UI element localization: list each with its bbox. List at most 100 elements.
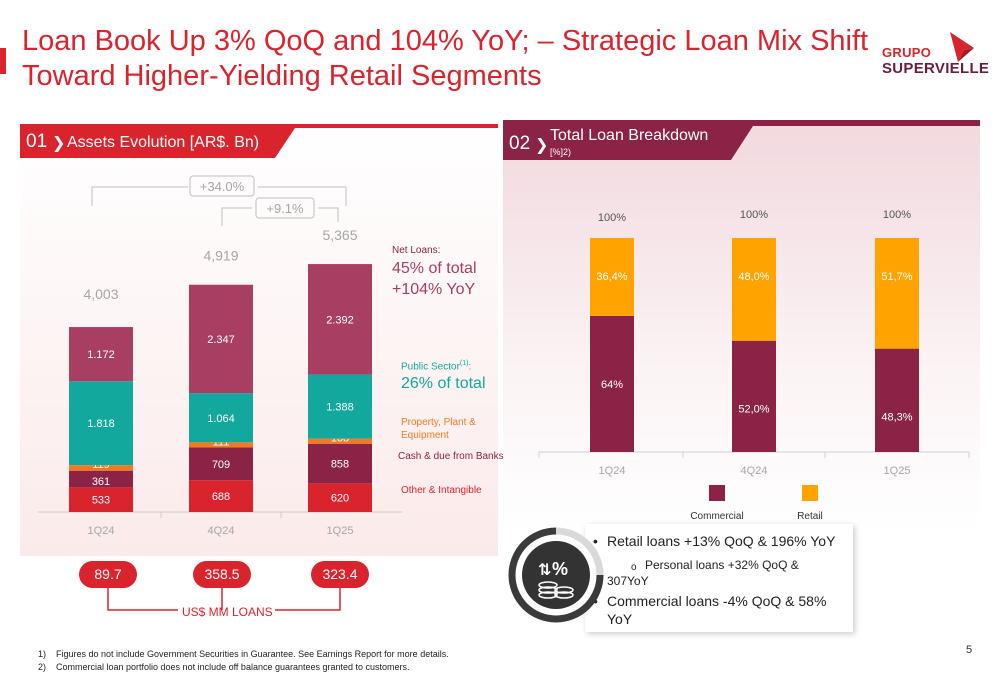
assets-stacked-bar-chart: 5333611191.8181.1724,0031Q246887091111.0… bbox=[38, 175, 402, 537]
company-logo: GRUPO SUPERVIELLE bbox=[880, 30, 990, 82]
bar-segment-retail bbox=[875, 238, 919, 349]
bar-value-label: 1.818 bbox=[87, 418, 115, 430]
sub-bullet-marker: o bbox=[631, 562, 637, 573]
public-sector-share: 26% of total bbox=[401, 375, 486, 392]
bar-value-label: 858 bbox=[331, 459, 349, 471]
legend-swatch-commercial bbox=[709, 485, 725, 501]
chevron-right-icon: ❯ bbox=[535, 137, 549, 154]
chevron-right-icon: ❯ bbox=[52, 135, 66, 152]
bar-value-label: 1.064 bbox=[207, 413, 235, 425]
personal-loans-line1: Personal loans +32% QoQ & bbox=[645, 558, 799, 572]
retail-loans-bullet: Retail loans +13% QoQ & 196% YoY bbox=[607, 533, 836, 549]
bar-value-label: 2.392 bbox=[326, 314, 354, 326]
usd-loans-4q24: 358.5 bbox=[193, 561, 251, 588]
bar-total-label: 5,365 bbox=[322, 227, 357, 243]
bar-value-label: 64% bbox=[601, 379, 623, 391]
footnote-2: 2) Commercial loan portfolio does not inc… bbox=[38, 662, 410, 672]
net-loans-growth: +104% YoY bbox=[392, 281, 476, 298]
bar-segment-other-intangible bbox=[69, 487, 133, 512]
usd-connector-lines bbox=[107, 588, 341, 611]
legend-label-retail: Retail bbox=[797, 511, 823, 522]
commercial-loans-line2: YoY bbox=[607, 611, 633, 627]
bar-segment-cash-due-from-banks bbox=[308, 443, 372, 484]
bar-segment-public-sector bbox=[308, 374, 372, 439]
bar-value-label: 36,4% bbox=[596, 271, 627, 283]
public-sector-label: Public Sector(1): bbox=[401, 360, 472, 373]
yoy-growth-box bbox=[189, 175, 255, 197]
other-intangible-label: Other & Intangible bbox=[401, 485, 482, 496]
bar-segment-net-loans bbox=[69, 327, 133, 382]
svg-text:%: % bbox=[552, 559, 568, 579]
bar-segment-property-plant-equipment bbox=[69, 465, 133, 471]
usd-loans-1q24: 89.7 bbox=[79, 561, 137, 588]
bar-value-label: 48,3% bbox=[881, 412, 912, 424]
footnote-1: 1) Figures do not include Government Secu… bbox=[38, 649, 449, 659]
net-loans-share: 45% of total bbox=[392, 260, 477, 277]
usd-loans-1q25: 323.4 bbox=[311, 561, 369, 588]
usd-loans-label: US$ MM LOANS bbox=[182, 605, 273, 619]
page-number: 5 bbox=[966, 644, 973, 656]
ppe-label: Property, Plant & Equipment bbox=[401, 417, 476, 441]
x-axis-tick-label: 1Q24 bbox=[599, 465, 626, 477]
x-axis-tick-label: 1Q25 bbox=[327, 525, 354, 537]
svg-text:⇅: ⇅ bbox=[538, 562, 551, 579]
bar-value-label: 52,0% bbox=[738, 404, 769, 416]
yoy-growth-label: +34.0% bbox=[200, 179, 245, 194]
bar-value-label: 2.347 bbox=[207, 334, 235, 346]
loan-breakdown-header: 02 ❯ Total Loan Breakdown [%]2) bbox=[503, 120, 980, 162]
commercial-loans-line1: Commercial loans -4% QoQ & 58% bbox=[607, 593, 827, 609]
bar-segment-net-loans bbox=[308, 264, 372, 375]
assets-panel-title: Assets Evolution [AR$. Bn) bbox=[67, 134, 260, 151]
bar-total-label: 4,003 bbox=[83, 286, 118, 302]
bar-segment-other-intangible bbox=[189, 480, 253, 512]
loan-breakdown-stacked-bar-chart: 64% 36,4% 100% 1Q24 52,0% 48,0% 100% 4Q24 48,3% 5… bbox=[538, 209, 970, 522]
bar-value-label: 361 bbox=[92, 476, 110, 488]
cash-label: Cash & due from Banks bbox=[398, 451, 504, 462]
page-title: Loan Book Up 3% QoQ and 104% YoY; – Stra… bbox=[22, 25, 869, 92]
bar-segment-commercial bbox=[590, 315, 634, 452]
footnotes: 1) Figures do not include Government Secu… bbox=[38, 648, 449, 674]
net-loans-label: Net Loans: bbox=[392, 245, 441, 256]
logo-line2: SUPERVIELLE bbox=[882, 60, 990, 77]
legend-swatch-retail bbox=[802, 485, 818, 501]
assets-panel-header: 01 ❯ Assets Evolution [AR$. Bn) bbox=[20, 124, 498, 160]
qoq-bracket-line bbox=[221, 207, 252, 226]
bar-total-label: 100% bbox=[598, 212, 626, 224]
bar-total-label: 100% bbox=[740, 209, 768, 221]
assets-panel-number: 01 bbox=[26, 131, 48, 152]
bar-value-label: 1.388 bbox=[326, 402, 354, 414]
x-axis-tick-label: 4Q24 bbox=[208, 525, 235, 537]
bar-segment-cash-due-from-banks bbox=[69, 470, 133, 488]
title-accent-bar bbox=[0, 48, 6, 74]
bar-segment-property-plant-equipment bbox=[189, 442, 253, 448]
bar-value-label: 709 bbox=[212, 459, 230, 471]
bar-value-label: 688 bbox=[212, 491, 230, 503]
bar-segment-retail bbox=[590, 238, 634, 316]
bar-total-label: 100% bbox=[883, 209, 911, 221]
bar-segment-retail bbox=[732, 238, 776, 341]
x-axis-tick-label: 1Q24 bbox=[88, 525, 115, 537]
bar-total-label: 4,919 bbox=[203, 248, 238, 264]
bar-segment-public-sector bbox=[189, 393, 253, 443]
bar-segment-property-plant-equipment bbox=[308, 438, 372, 444]
legend-label-commercial: Commercial bbox=[690, 511, 743, 522]
personal-loans-line2: 307YoY bbox=[607, 574, 649, 588]
x-axis-tick-label: 1Q25 bbox=[884, 465, 911, 477]
bar-value-label: 48,0% bbox=[738, 271, 769, 283]
logo-mark-icon bbox=[950, 32, 974, 62]
bar-value-label: 51,7% bbox=[881, 271, 912, 283]
bar-value-label: 533 bbox=[92, 495, 110, 507]
loan-breakdown-subtitle: [%]2) bbox=[550, 147, 572, 157]
bar-segment-cash-due-from-banks bbox=[189, 447, 253, 481]
qoq-bracket-line bbox=[318, 207, 339, 222]
x-axis-tick-label: 4Q24 bbox=[741, 465, 768, 477]
yoy-bracket-line bbox=[91, 186, 188, 206]
bar-segment-commercial bbox=[732, 340, 776, 452]
bar-segment-net-loans bbox=[189, 284, 253, 394]
bar-segment-other-intangible bbox=[308, 483, 372, 512]
bar-segment-public-sector bbox=[69, 381, 133, 466]
loan-breakdown-title: Total Loan Breakdown bbox=[550, 127, 709, 144]
qoq-growth-label: +9.1% bbox=[266, 201, 304, 216]
loan-breakdown-number: 02 bbox=[509, 133, 531, 154]
loan-highlights-box: • Retail loans +13% QoQ & 196% YoY o Per… bbox=[585, 524, 853, 632]
